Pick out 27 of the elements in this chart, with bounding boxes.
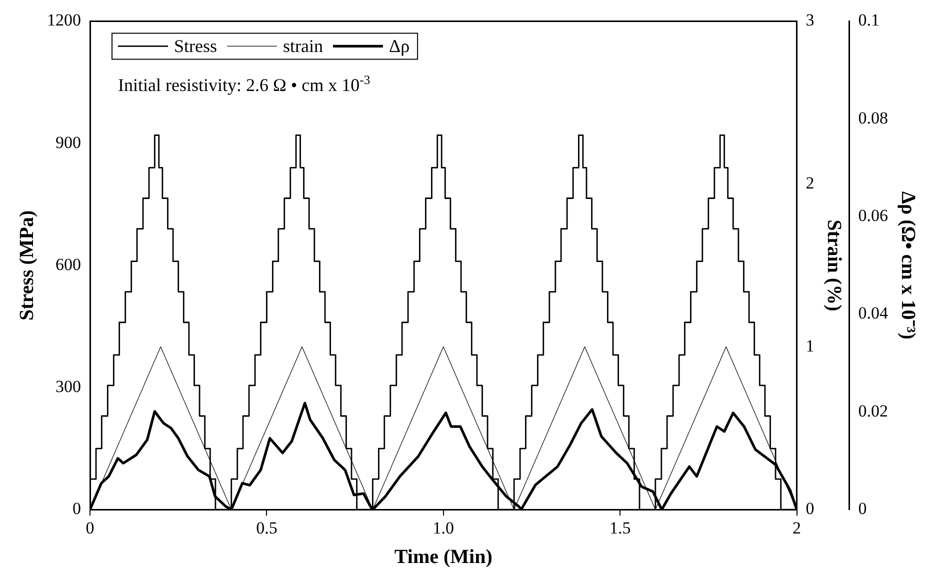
y3-tick-label: 0 bbox=[858, 499, 867, 518]
x-tick-label: 0.5 bbox=[256, 518, 278, 538]
y-tick-label: 600 bbox=[56, 254, 81, 274]
x-tick-label: 1.5 bbox=[609, 518, 631, 538]
y3-tick-label: 0.06 bbox=[858, 206, 888, 226]
y-tick-label: 0 bbox=[72, 499, 81, 518]
x-tick-label: 2 bbox=[792, 518, 801, 538]
x-tick-label: 0 bbox=[86, 518, 94, 538]
legend-label: strain bbox=[283, 36, 324, 56]
y-tick-label: 300 bbox=[56, 376, 81, 396]
y2-tick-label: 3 bbox=[806, 10, 814, 30]
y2-tick-label: 2 bbox=[806, 173, 814, 192]
y-axis-title: Stress (MPa) bbox=[16, 210, 38, 320]
y3-tick-label: 0.1 bbox=[858, 10, 880, 30]
y3-axis-title: Δρ (Ω• cm x 10⁻³) bbox=[896, 191, 919, 340]
legend-label: Stress bbox=[174, 36, 218, 56]
y2-tick-label: 0 bbox=[806, 499, 814, 518]
y2-tick-label: 1 bbox=[806, 336, 814, 356]
y2-axis-title: Strain (%) bbox=[823, 220, 846, 312]
y-tick-label: 1200 bbox=[47, 10, 81, 30]
y-tick-label: 900 bbox=[56, 132, 81, 152]
legend-label: Δρ bbox=[388, 36, 410, 56]
y3-tick-label: 0.08 bbox=[858, 108, 888, 128]
y3-tick-label: 0.04 bbox=[858, 304, 888, 323]
x-tick-label: 1.0 bbox=[432, 518, 454, 538]
y3-tick-label: 0.02 bbox=[858, 401, 888, 420]
x-axis-title: Time (Min) bbox=[394, 546, 492, 568]
